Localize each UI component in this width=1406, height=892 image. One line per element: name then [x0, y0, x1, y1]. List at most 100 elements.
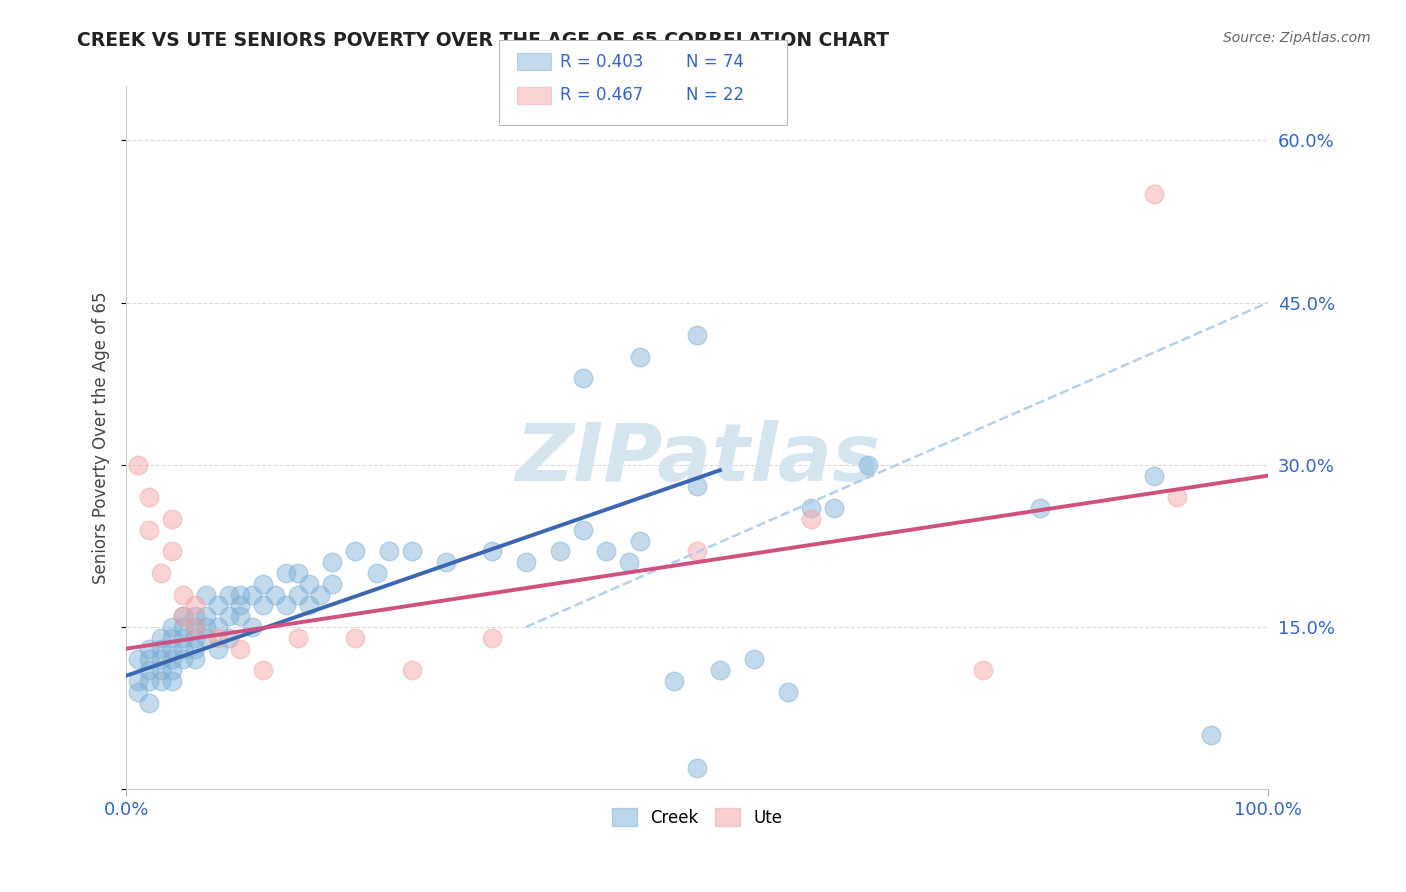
- Point: [401, 544, 423, 558]
- Point: [160, 674, 183, 689]
- Point: [195, 588, 218, 602]
- Point: [184, 641, 207, 656]
- Point: [1143, 468, 1166, 483]
- Point: [686, 544, 709, 558]
- Point: [628, 350, 651, 364]
- Point: [149, 566, 172, 580]
- Point: [434, 555, 457, 569]
- Legend: Creek, Ute: Creek, Ute: [605, 802, 789, 834]
- Point: [172, 620, 194, 634]
- Point: [481, 631, 503, 645]
- Point: [858, 458, 880, 472]
- Point: [195, 620, 218, 634]
- Text: Source: ZipAtlas.com: Source: ZipAtlas.com: [1223, 31, 1371, 45]
- Point: [127, 652, 149, 666]
- Point: [184, 620, 207, 634]
- Point: [515, 555, 537, 569]
- Point: [160, 544, 183, 558]
- Point: [800, 501, 823, 516]
- Point: [378, 544, 401, 558]
- Point: [709, 663, 731, 677]
- Point: [127, 674, 149, 689]
- Point: [572, 523, 595, 537]
- Point: [263, 588, 285, 602]
- Point: [160, 641, 183, 656]
- Point: [1166, 490, 1188, 504]
- Point: [149, 663, 172, 677]
- Point: [229, 641, 252, 656]
- Text: CREEK VS UTE SENIORS POVERTY OVER THE AGE OF 65 CORRELATION CHART: CREEK VS UTE SENIORS POVERTY OVER THE AG…: [77, 31, 890, 50]
- Point: [686, 328, 709, 343]
- Point: [800, 512, 823, 526]
- Point: [172, 631, 194, 645]
- Point: [595, 544, 617, 558]
- Point: [1199, 728, 1222, 742]
- Text: N = 22: N = 22: [686, 87, 744, 104]
- Point: [343, 631, 366, 645]
- Point: [184, 620, 207, 634]
- Point: [138, 490, 160, 504]
- Point: [229, 588, 252, 602]
- Point: [287, 588, 309, 602]
- Point: [218, 609, 240, 624]
- Point: [138, 641, 160, 656]
- Point: [195, 609, 218, 624]
- Point: [207, 641, 229, 656]
- Point: [184, 652, 207, 666]
- Point: [686, 479, 709, 493]
- Point: [686, 761, 709, 775]
- Point: [287, 631, 309, 645]
- Point: [207, 599, 229, 613]
- Point: [298, 599, 321, 613]
- Point: [184, 599, 207, 613]
- Point: [160, 663, 183, 677]
- Point: [138, 663, 160, 677]
- Point: [664, 674, 686, 689]
- Point: [321, 555, 343, 569]
- Point: [252, 576, 274, 591]
- Point: [401, 663, 423, 677]
- Point: [172, 588, 194, 602]
- Point: [252, 663, 274, 677]
- Point: [1028, 501, 1050, 516]
- Point: [298, 576, 321, 591]
- Point: [149, 641, 172, 656]
- Point: [160, 631, 183, 645]
- Point: [184, 631, 207, 645]
- Point: [572, 371, 595, 385]
- Point: [160, 652, 183, 666]
- Point: [229, 599, 252, 613]
- Point: [1143, 187, 1166, 202]
- Point: [160, 620, 183, 634]
- Point: [138, 652, 160, 666]
- Point: [195, 631, 218, 645]
- Y-axis label: Seniors Poverty Over the Age of 65: Seniors Poverty Over the Age of 65: [93, 292, 110, 584]
- Point: [138, 523, 160, 537]
- Point: [287, 566, 309, 580]
- Point: [218, 631, 240, 645]
- Point: [172, 609, 194, 624]
- Point: [309, 588, 332, 602]
- Point: [172, 609, 194, 624]
- Text: R = 0.403: R = 0.403: [560, 53, 643, 70]
- Point: [138, 674, 160, 689]
- Point: [160, 512, 183, 526]
- Point: [240, 588, 263, 602]
- Point: [628, 533, 651, 548]
- Point: [276, 599, 298, 613]
- Text: ZIPatlas: ZIPatlas: [515, 420, 880, 498]
- Point: [321, 576, 343, 591]
- Point: [127, 458, 149, 472]
- Point: [240, 620, 263, 634]
- Point: [172, 652, 194, 666]
- Point: [138, 696, 160, 710]
- Point: [207, 620, 229, 634]
- Point: [218, 588, 240, 602]
- Point: [172, 641, 194, 656]
- Text: R = 0.467: R = 0.467: [560, 87, 643, 104]
- Point: [207, 631, 229, 645]
- Point: [481, 544, 503, 558]
- Point: [127, 685, 149, 699]
- Point: [823, 501, 845, 516]
- Point: [149, 652, 172, 666]
